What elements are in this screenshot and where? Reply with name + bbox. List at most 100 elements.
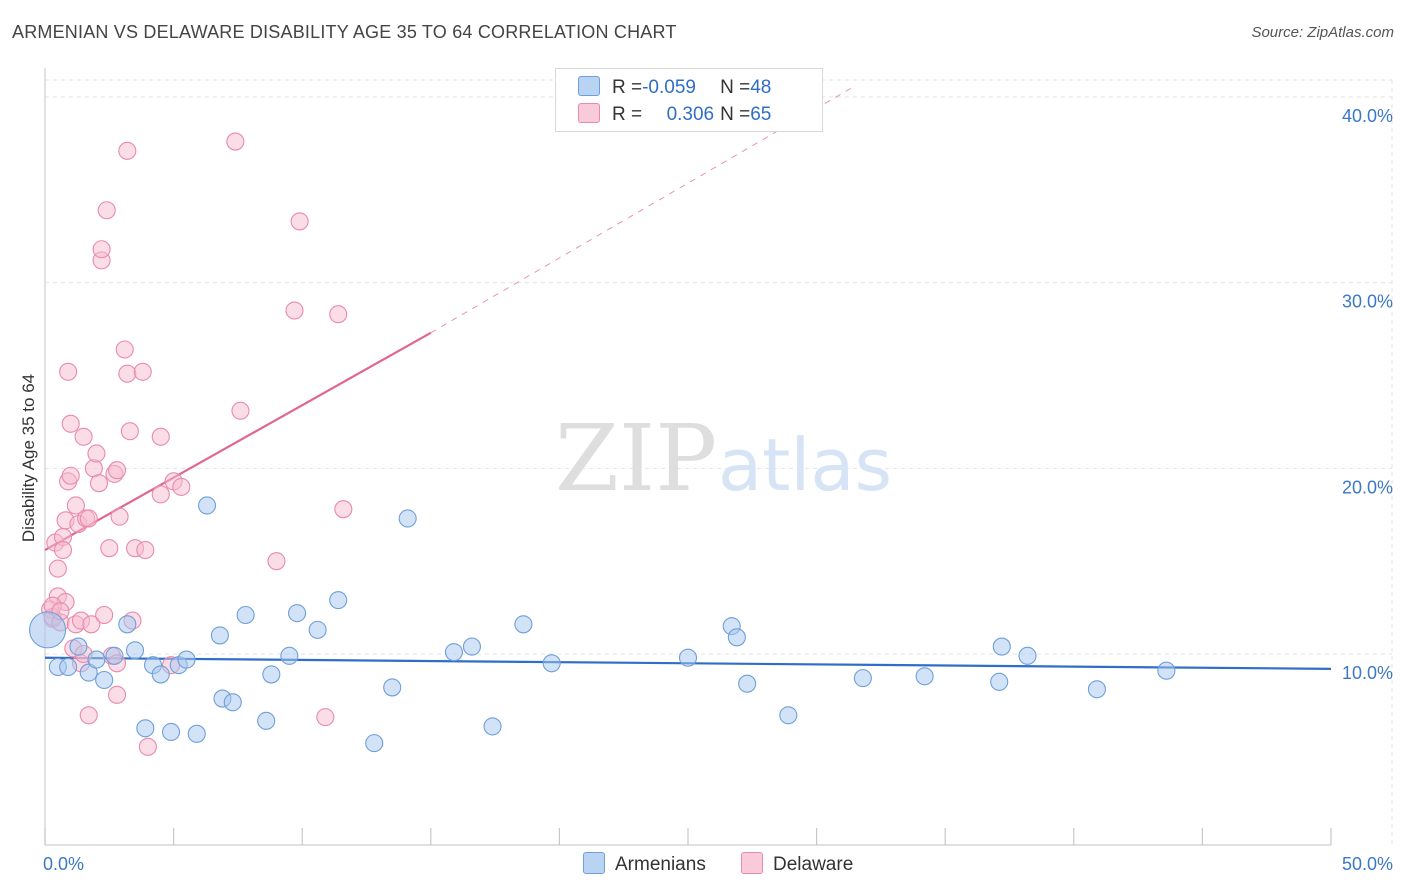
x-tick-label: 0.0% [43,854,84,874]
point-delaware [267,552,286,571]
point-delaware [120,422,139,441]
legend-swatch-delaware [578,103,600,123]
bottom-legend-swatch-armenians [583,852,605,874]
point-delaware [290,212,309,231]
point-delaware [138,737,157,756]
point-armenians [262,665,281,684]
legend-r-label: R = [612,104,643,125]
point-armenians [161,722,181,742]
point-delaware [82,615,101,634]
y-tick-label: 40.0% [1342,106,1393,126]
point-delaware [334,500,353,519]
legend-n-label: N = [720,104,751,125]
point-armenians [59,657,78,677]
watermark-atlas: atlas [718,423,892,507]
point-delaware [172,477,191,496]
source-label: Source: ZipAtlas.com [1251,24,1394,41]
point-armenians [236,605,255,625]
y-tick-label: 10.0% [1342,663,1393,683]
point-armenians [87,650,106,669]
point-armenians [105,646,124,665]
point-delaware [61,414,80,433]
point-armenians [727,628,746,647]
legend-swatch-armenians [578,76,600,96]
point-armenians [398,509,417,528]
trend-lines [44,85,1332,670]
point-armenians [151,665,170,684]
point-armenians [197,496,217,515]
chart-title: ARMENIAN VS DELAWARE DISABILITY AGE 35 T… [12,22,677,42]
point-delaware [100,539,119,558]
point-armenians [308,620,327,639]
point-armenians [483,717,502,736]
legend-r-value-armenians: -0.059 [642,77,696,98]
point-delaware [151,427,170,446]
point-delaware [79,509,98,528]
legend-n-value-delaware: 65 [750,104,772,125]
point-delaware [133,362,152,381]
point-armenians [95,670,114,690]
point-armenians [118,615,137,634]
point-armenians [1157,661,1176,680]
point-armenians [187,724,206,743]
point-armenians [329,591,348,610]
point-delaware [48,559,67,578]
point-delaware [136,540,155,560]
point-armenians [280,646,299,665]
legend-r-label: R = [612,77,643,98]
point-armenians [514,615,533,634]
bottom-legend-swatch-delaware [741,852,763,874]
point-armenians [990,672,1009,691]
point-delaware [115,340,134,359]
point-delaware [107,685,127,704]
point-armenians [69,637,88,656]
point-delaware [329,305,348,324]
point-armenians [136,719,155,738]
point-delaware [92,240,111,259]
point-armenians [915,667,934,686]
point-armenians [29,611,67,649]
point-delaware [79,706,98,725]
point-delaware [89,474,109,493]
tick-labels: 10.0% 20.0% 30.0% 40.0% 0.0% 50.0% [43,106,1393,874]
point-delaware [59,362,78,381]
point-armenians [853,669,872,688]
point-delaware [107,461,127,480]
point-delaware [66,496,85,515]
bottom-legend-label-delaware: Delaware [773,854,854,875]
point-armenians [288,604,307,623]
point-armenians [542,654,561,673]
point-armenians [210,626,229,645]
point-delaware [95,605,114,625]
point-delaware [151,485,170,504]
watermark: ZIP atlas [555,405,892,512]
point-armenians [738,674,757,693]
point-armenians [779,706,798,725]
legend-n-label: N = [720,77,751,98]
y-axis-label: Disability Age 35 to 64 [19,374,38,542]
point-delaware [118,141,137,160]
point-armenians [257,711,276,730]
point-delaware [110,507,129,526]
watermark-zip: ZIP [555,405,717,512]
point-armenians [462,637,482,656]
point-armenians [383,678,402,697]
point-delaware [74,427,93,446]
point-delaware [226,132,245,151]
point-armenians [365,734,384,753]
point-armenians [992,637,1011,656]
point-delaware [53,540,73,560]
legend-row-delaware: R = 0.306 N = 65 [578,103,771,127]
point-delaware [61,466,80,485]
point-delaware [231,401,250,420]
point-armenians [223,693,242,712]
legend-box: R = -0.059 N = 48 R = 0.306 N = 65 [555,68,823,132]
point-armenians [1018,646,1037,665]
legend-r-value-delaware: 0.306 [666,104,715,125]
bottom-legend-delaware: Delaware [741,852,853,876]
point-armenians [444,643,463,662]
point-delaware [87,444,106,463]
y-tick-label: 20.0% [1342,477,1393,497]
point-armenians [678,648,698,667]
